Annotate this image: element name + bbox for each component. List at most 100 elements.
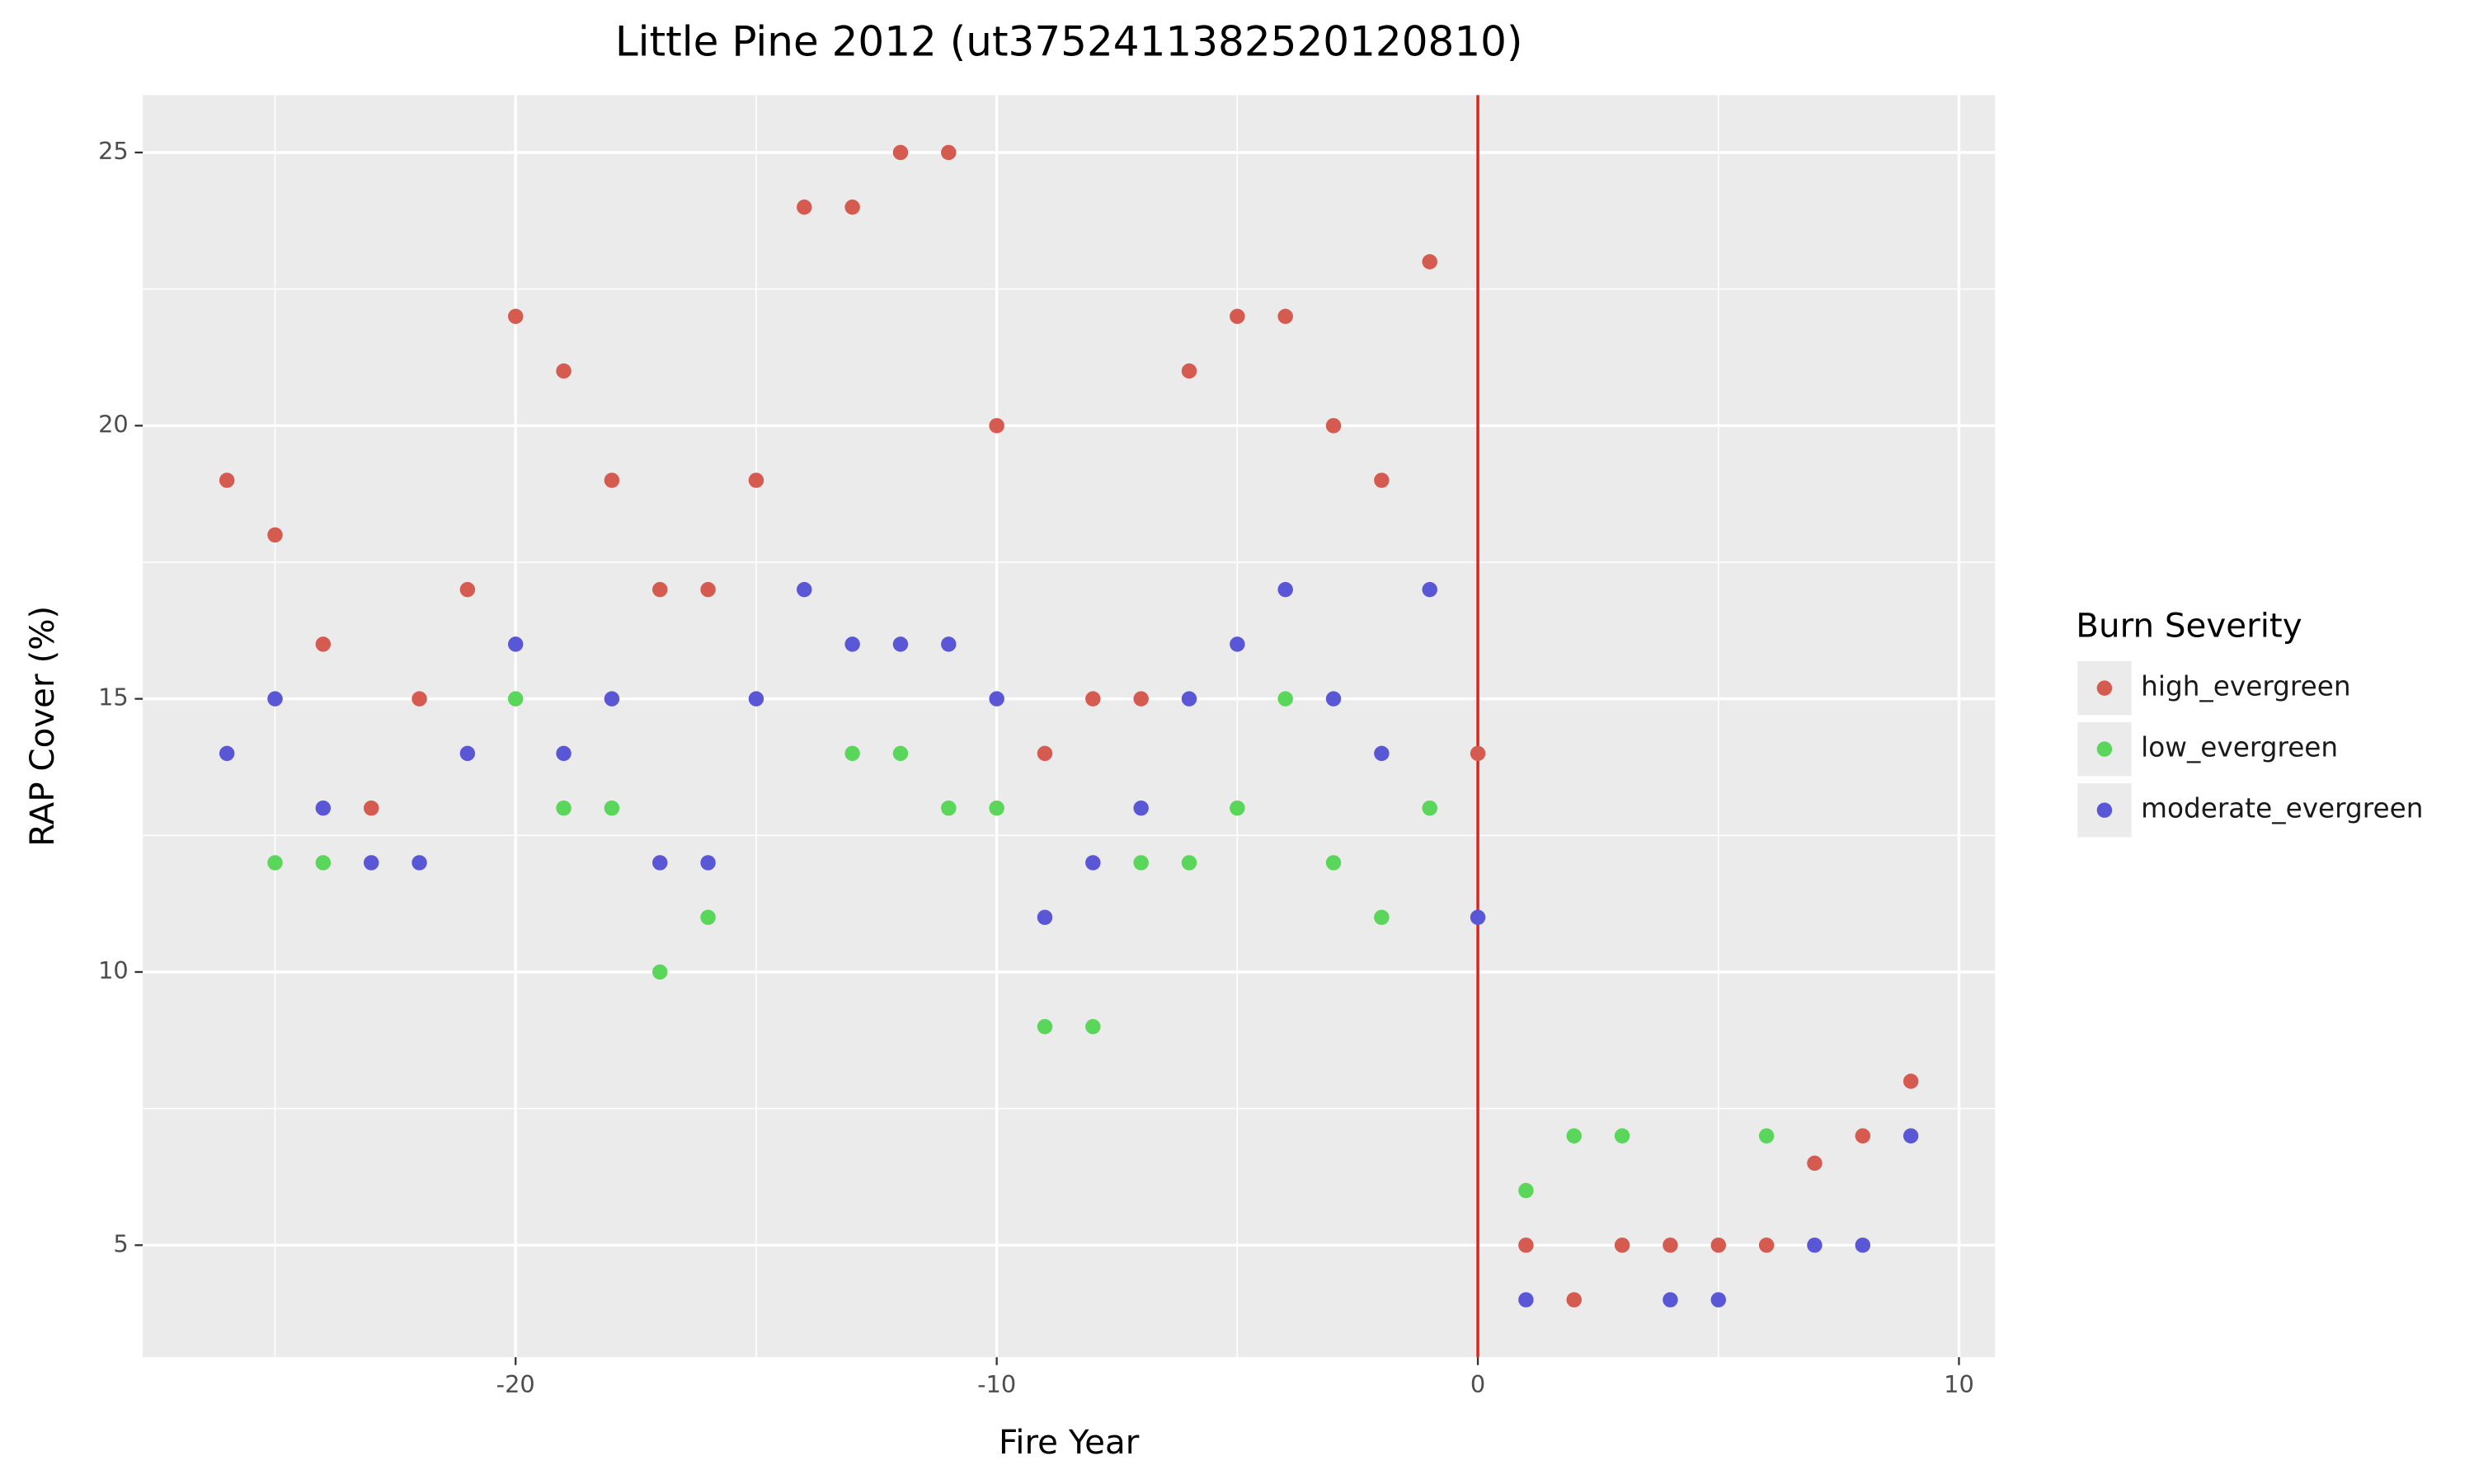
x-tick-label: 10 [1944, 1370, 1974, 1398]
data-point [797, 581, 812, 598]
chart-title: Little Pine 2012 (ut3752411382520120810) [615, 17, 1523, 65]
data-point [1277, 691, 1293, 707]
data-point [700, 855, 716, 871]
legend-label: low_evergreen [2141, 732, 2338, 763]
data-point [1230, 636, 1245, 652]
data-point [797, 200, 812, 215]
data-point [700, 909, 716, 925]
data-point [1325, 855, 1342, 871]
data-point [556, 745, 571, 762]
data-point [1566, 1292, 1582, 1308]
data-point [1422, 254, 1437, 270]
data-point [941, 800, 957, 816]
plot-panel [143, 95, 1996, 1358]
data-point [412, 855, 427, 871]
data-point [989, 800, 1004, 816]
data-point [1133, 691, 1149, 707]
data-point [1037, 909, 1053, 925]
data-point [1663, 1237, 1678, 1253]
data-point [1614, 1128, 1630, 1144]
data-point [1470, 745, 1486, 762]
data-point [1710, 1237, 1726, 1253]
data-point [1903, 1073, 1919, 1089]
data-point [1277, 581, 1293, 598]
data-point [267, 527, 283, 543]
data-point [1181, 855, 1197, 871]
data-point [892, 144, 909, 161]
x-tick-label: 0 [1470, 1370, 1485, 1398]
data-point [1085, 691, 1101, 707]
legend-marker [2096, 680, 2113, 696]
data-point [700, 581, 716, 598]
data-point [652, 855, 668, 871]
data-point [748, 472, 764, 488]
x-tick-label: -10 [977, 1370, 1016, 1398]
data-point [1085, 855, 1101, 871]
data-point [219, 472, 235, 488]
data-point [267, 691, 283, 707]
data-point [1181, 363, 1197, 379]
data-point [315, 636, 332, 652]
y-tick-label: 25 [98, 137, 129, 165]
data-point [604, 472, 620, 488]
data-point [1518, 1182, 1534, 1199]
y-tick-label: 5 [113, 1229, 128, 1257]
data-point [1133, 855, 1149, 871]
data-point [1518, 1292, 1534, 1308]
data-point [844, 745, 860, 762]
data-point [892, 636, 909, 652]
data-point [1230, 308, 1245, 324]
data-point [1710, 1292, 1726, 1308]
data-point [412, 691, 427, 707]
data-point [892, 745, 909, 762]
data-point [1374, 745, 1390, 762]
data-point [1855, 1128, 1871, 1144]
data-point [507, 691, 524, 707]
data-point [1230, 800, 1245, 816]
data-point [1325, 691, 1342, 707]
data-point [219, 745, 235, 762]
data-point [1422, 800, 1437, 816]
data-point [844, 200, 860, 215]
data-point [652, 964, 668, 980]
legend-title: Burn Severity [2076, 607, 2302, 646]
data-point [844, 636, 860, 652]
data-point [1374, 909, 1390, 925]
data-point [1133, 800, 1149, 816]
data-point [989, 691, 1004, 707]
data-point [1277, 308, 1293, 324]
data-point [507, 636, 524, 652]
legend-label: high_evergreen [2141, 671, 2350, 702]
data-point [652, 581, 668, 598]
data-point [604, 691, 620, 707]
data-point [1518, 1237, 1534, 1253]
data-point [556, 800, 571, 816]
data-point [989, 418, 1004, 434]
data-point [1422, 581, 1437, 598]
data-point [1566, 1128, 1582, 1144]
legend-label: moderate_evergreen [2141, 793, 2423, 824]
data-point [1903, 1128, 1919, 1144]
data-point [1807, 1237, 1823, 1253]
y-tick-label: 15 [98, 683, 129, 711]
data-point [1807, 1155, 1823, 1172]
data-point [604, 800, 620, 816]
data-point [1614, 1237, 1630, 1253]
data-point [1325, 418, 1342, 434]
data-point [459, 745, 476, 762]
legend-marker [2096, 802, 2113, 818]
x-axis-label: Fire Year [999, 1423, 1140, 1462]
data-point [1855, 1237, 1871, 1253]
data-point [315, 855, 332, 871]
data-point [363, 855, 379, 871]
data-point [315, 800, 332, 816]
data-point [1181, 691, 1197, 707]
data-point [1037, 1019, 1053, 1035]
data-point [1374, 472, 1390, 488]
y-tick-label: 20 [98, 410, 129, 438]
y-axis-label: RAP Cover (%) [23, 606, 62, 847]
data-point [1758, 1128, 1775, 1144]
y-tick-label: 10 [98, 956, 129, 984]
